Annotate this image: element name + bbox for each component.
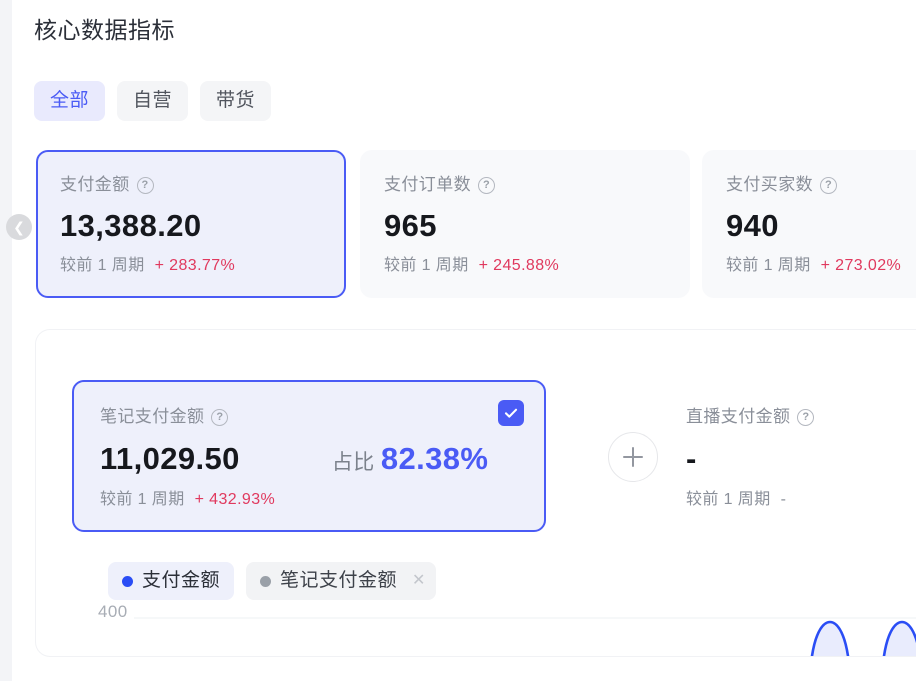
share-label: 占比 [331, 451, 375, 474]
close-icon[interactable]: ✕ [412, 572, 426, 589]
question-circle-icon[interactable]: ? [820, 176, 837, 194]
delta-value: + 283.77% [154, 257, 236, 274]
left-gutter [0, 0, 12, 681]
series-area-1 [812, 622, 848, 656]
breakdown-value: - [686, 441, 697, 476]
question-circle-icon[interactable]: ? [797, 408, 815, 426]
metric-header: 支付买家数 ? [726, 174, 916, 196]
compare-label: 较前 1 周期 [100, 491, 185, 508]
metric-value: 965 [384, 208, 437, 243]
delta-value: + 432.93% [194, 491, 276, 508]
compare-label: 较前 1 周期 [384, 257, 469, 274]
plus-circle-icon [623, 447, 643, 467]
metric-value: 940 [726, 208, 779, 243]
breakdown-card-live-payment[interactable]: 直播支付金额 ? - 较前 1 周期 - [668, 380, 916, 532]
metric-header: 支付金额 ? [60, 174, 344, 196]
tab-all[interactable]: 全部 [34, 81, 106, 121]
check-icon [504, 408, 518, 418]
breakdown-panel: 笔记支付金额 ? 11,029.50 占比 82.38% 较前 1 周期 + 4… [36, 330, 916, 656]
breakdown-value: 11,029.50 [100, 441, 240, 476]
series-line-1 [810, 620, 850, 656]
legend-label: 笔记支付金额 [280, 570, 398, 591]
add-metric-button[interactable] [608, 432, 658, 482]
metric-card-payment-amount[interactable]: 支付金额 ? 13,388.20 较前 1 周期 + 283.77% [36, 150, 346, 298]
compare-label: 较前 1 周期 [686, 491, 771, 508]
compare-label: 较前 1 周期 [60, 257, 145, 274]
legend-dot-icon [122, 575, 133, 587]
tab-self-operated-label: 自营 [133, 90, 173, 111]
breakdown-body: 11,029.50 占比 82.38% [100, 438, 544, 480]
delta-value: + 273.02% [820, 257, 902, 274]
question-circle-icon[interactable]: ? [211, 408, 229, 426]
page-title: 核心数据指标 [34, 17, 175, 43]
legend-chip-payment-amount[interactable]: 支付金额 [108, 562, 235, 600]
compare-label: 较前 1 周期 [726, 257, 811, 274]
metric-card-payment-orders[interactable]: 支付订单数 ? 965 较前 1 周期 + 245.88% [360, 150, 690, 298]
breakdown-checkbox[interactable] [498, 400, 524, 426]
metric-footer: 较前 1 周期 + 283.77% [60, 255, 344, 277]
delta-value: - [780, 491, 787, 508]
tab-affiliate[interactable]: 带货 [200, 81, 272, 121]
breakdown-footer: 较前 1 周期 + 432.93% [100, 489, 544, 511]
chart-canvas [134, 617, 916, 656]
y-axis-tick-400: 400 [98, 602, 128, 621]
breakdown-header: 直播支付金额 ? [686, 406, 916, 428]
metric-name: 支付订单数 [384, 175, 471, 194]
metric-name: 支付金额 [60, 175, 130, 194]
tab-self-operated[interactable]: 自营 [117, 81, 189, 121]
metric-name: 支付买家数 [726, 175, 813, 194]
metric-card-payment-buyers[interactable]: 支付买家数 ? 940 较前 1 周期 + 273.02% [702, 150, 916, 298]
tab-all-label: 全部 [50, 90, 90, 111]
tab-affiliate-label: 带货 [216, 90, 256, 111]
chart-legend: 支付金额 笔记支付金额 ✕ [108, 562, 436, 600]
legend-dot-icon [260, 575, 272, 587]
breakdown-body: - [686, 438, 916, 480]
metric-value: 13,388.20 [60, 208, 202, 243]
trend-chart: 400 [72, 600, 916, 656]
delta-value: + 245.88% [478, 257, 560, 274]
channel-tabs: 全部 自营 带货 [34, 81, 272, 121]
legend-chip-note-payment-amount[interactable]: 笔记支付金额 ✕ [246, 562, 436, 600]
share-value: 82.38% [380, 441, 489, 476]
breakdown-card-row: 笔记支付金额 ? 11,029.50 占比 82.38% 较前 1 周期 + 4… [72, 380, 916, 532]
metric-footer: 较前 1 周期 + 245.88% [384, 255, 688, 277]
breakdown-header: 笔记支付金额 ? [100, 406, 544, 428]
breakdown-name: 笔记支付金额 [100, 407, 205, 426]
share-block: 占比 82.38% [332, 441, 489, 477]
breakdown-card-note-payment[interactable]: 笔记支付金额 ? 11,029.50 占比 82.38% 较前 1 周期 + 4… [72, 380, 546, 532]
metric-header: 支付订单数 ? [384, 174, 688, 196]
question-circle-icon[interactable]: ? [478, 176, 495, 194]
metric-card-strip: 支付金额 ? 13,388.20 较前 1 周期 + 283.77% 支付订单数… [12, 148, 916, 302]
breakdown-footer: 较前 1 周期 - [686, 489, 916, 511]
legend-label: 支付金额 [142, 570, 221, 591]
breakdown-name: 直播支付金额 [686, 407, 791, 426]
chevron-left-icon[interactable]: ❮ [6, 214, 32, 240]
question-circle-icon[interactable]: ? [136, 176, 154, 194]
metric-footer: 较前 1 周期 + 273.02% [726, 255, 916, 277]
